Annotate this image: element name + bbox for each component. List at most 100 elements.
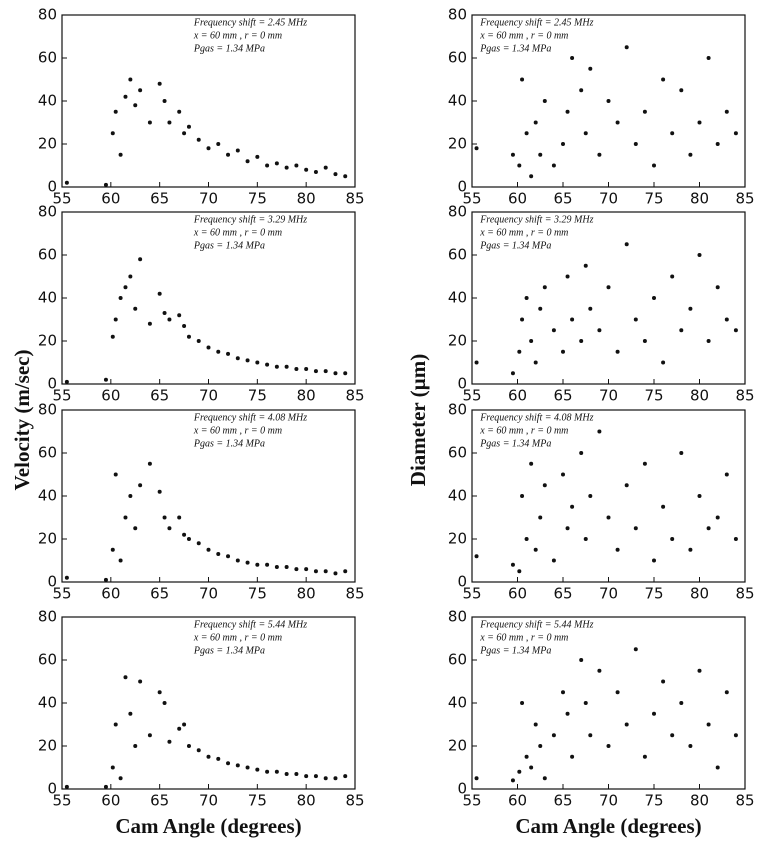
- y-tick-label: 80: [38, 401, 57, 419]
- point: [265, 362, 270, 367]
- x-tick-label: 70: [199, 190, 218, 208]
- y-tick-label: 20: [448, 737, 467, 755]
- point: [679, 328, 684, 333]
- point: [715, 142, 720, 146]
- point: [235, 148, 240, 153]
- point: [113, 722, 118, 727]
- point: [565, 274, 570, 279]
- point: [524, 754, 529, 759]
- y-tick-label: 0: [47, 178, 57, 196]
- point: [284, 771, 289, 776]
- point: [538, 744, 543, 748]
- x-tick-label: 60: [508, 792, 527, 810]
- point: [520, 77, 525, 82]
- x-tick-label: 80: [297, 387, 316, 405]
- y-tick-label: 40: [448, 289, 467, 307]
- point: [226, 554, 231, 559]
- point: [157, 690, 162, 695]
- point: [520, 701, 525, 705]
- annotation: Frequency shift = 2.45 MHz: [193, 17, 307, 28]
- point: [688, 744, 693, 748]
- point: [733, 537, 738, 541]
- point: [333, 371, 338, 376]
- point: [570, 754, 575, 759]
- y-tick-label: 40: [38, 289, 57, 307]
- y-tick-label: 80: [448, 608, 467, 626]
- point: [688, 547, 693, 552]
- x-tick-label: 55: [462, 190, 481, 208]
- point: [304, 167, 309, 172]
- point: [542, 99, 547, 103]
- x-tick-label: 60: [101, 792, 120, 810]
- y-tick-label: 60: [38, 246, 57, 264]
- point: [64, 180, 69, 185]
- y-tick-label: 20: [38, 135, 57, 153]
- point: [661, 504, 666, 509]
- point: [510, 562, 515, 567]
- y-tick-label: 0: [457, 375, 467, 393]
- point: [265, 769, 270, 774]
- point: [624, 722, 629, 727]
- point: [265, 163, 270, 168]
- x-tick-label: 80: [690, 585, 709, 603]
- annotation: Pgas = 1.34 MPa: [479, 438, 551, 449]
- point: [235, 356, 240, 361]
- annotation: Pgas = 1.34 MPa: [193, 438, 265, 449]
- point: [123, 285, 128, 290]
- point: [313, 369, 318, 374]
- point: [245, 358, 250, 363]
- point: [529, 174, 534, 179]
- point: [474, 146, 479, 151]
- x-tick-label: 65: [553, 585, 572, 603]
- point: [147, 733, 152, 738]
- point: [186, 124, 191, 129]
- point: [206, 754, 211, 759]
- y-tick-label: 0: [457, 178, 467, 196]
- annotation: Frequency shift = 4.08 MHz: [479, 412, 593, 423]
- y-tick-label: 80: [448, 401, 467, 419]
- point: [633, 647, 638, 652]
- point: [510, 152, 515, 157]
- point: [284, 564, 289, 569]
- point: [186, 537, 191, 541]
- point: [255, 154, 260, 159]
- x-axis-label: Cam Angle (degrees): [515, 814, 701, 838]
- point: [147, 120, 152, 125]
- point: [561, 472, 565, 477]
- annotation: Pgas = 1.34 MPa: [193, 645, 265, 656]
- point: [679, 701, 684, 705]
- point: [133, 744, 138, 748]
- annotation: Frequency shift = 4.08 MHz: [193, 412, 307, 423]
- x-tick-label: 70: [599, 585, 618, 603]
- x-tick-label: 70: [199, 387, 218, 405]
- point: [583, 537, 588, 541]
- annotation: x = 60 mm , r = 0 mm: [193, 425, 282, 436]
- point: [162, 311, 167, 316]
- point: [697, 253, 702, 257]
- point: [579, 451, 584, 455]
- point: [524, 131, 529, 136]
- point: [615, 120, 620, 125]
- y-tick-label: 20: [38, 737, 57, 755]
- point: [529, 461, 534, 466]
- x-tick-label: 70: [199, 585, 218, 603]
- point: [118, 296, 123, 300]
- x-tick-label: 80: [297, 585, 316, 603]
- annotation: Frequency shift = 3.29 MHz: [193, 214, 307, 225]
- point: [606, 515, 611, 520]
- point: [597, 328, 602, 333]
- point: [206, 547, 211, 552]
- point: [533, 120, 538, 125]
- point: [138, 483, 143, 488]
- x-tick-label: 80: [690, 190, 709, 208]
- point: [196, 137, 201, 142]
- x-tick-label: 70: [599, 190, 618, 208]
- x-tick-label: 65: [150, 792, 169, 810]
- x-tick-label: 80: [297, 792, 316, 810]
- point: [110, 131, 115, 136]
- point: [538, 306, 543, 311]
- y-tick-label: 80: [448, 6, 467, 24]
- y-tick-label: 0: [47, 375, 57, 393]
- x-tick-label: 85: [345, 387, 364, 405]
- point: [606, 744, 611, 748]
